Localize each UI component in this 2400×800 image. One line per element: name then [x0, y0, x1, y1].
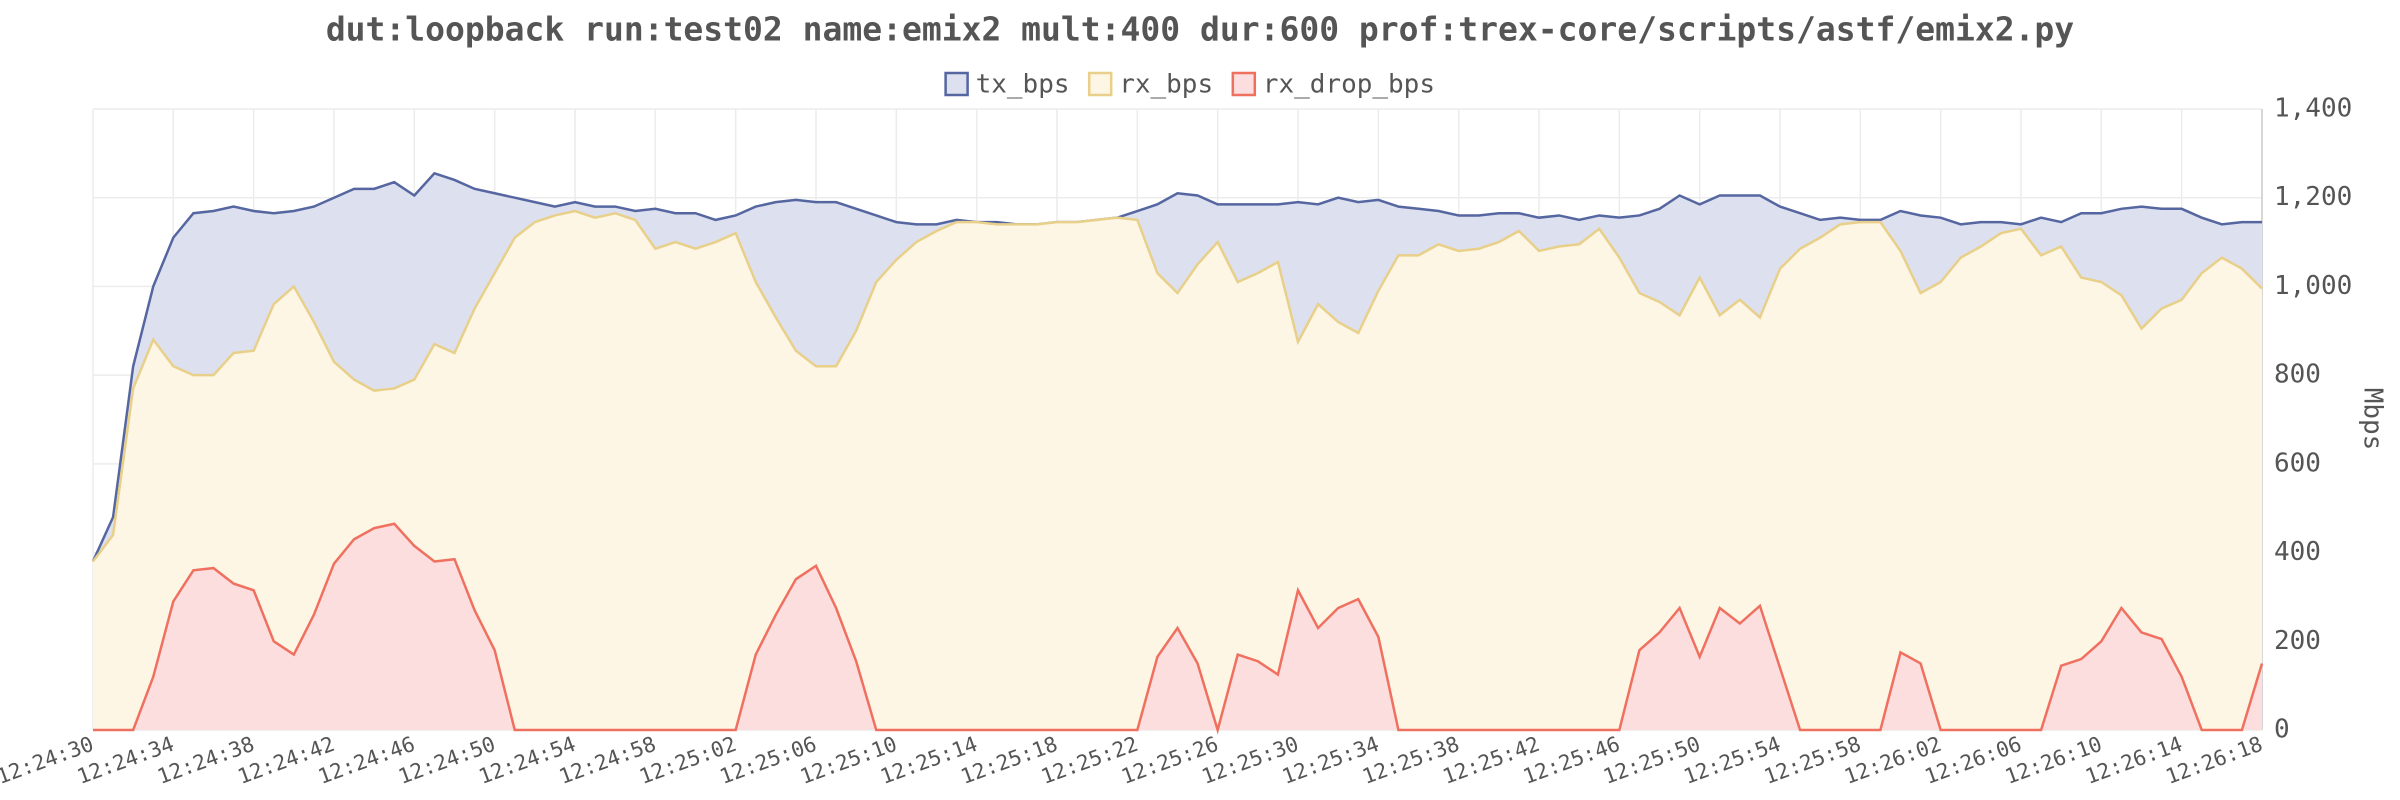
y-axis-label: Mbps: [2358, 388, 2388, 451]
y-tick-label: 800: [2274, 360, 2321, 390]
legend-swatch: [944, 71, 969, 97]
y-tick-label: 200: [2274, 626, 2321, 656]
legend: tx_bps rx_bps rx_drop_bps: [944, 70, 1435, 100]
legend-label: rx_bps: [1119, 70, 1213, 100]
legend-label: tx_bps: [976, 70, 1070, 100]
y-tick-label: 400: [2274, 537, 2321, 567]
y-tick-label: 1,000: [2274, 271, 2352, 301]
y-tick-label: 0: [2274, 715, 2290, 745]
line: [91, 171, 2262, 562]
y-tick-label: 1,200: [2274, 182, 2352, 212]
legend-label: rx_drop_bps: [1263, 70, 1435, 100]
y-tick-label: 600: [2274, 448, 2321, 478]
y-tick-label: 1,400: [2274, 94, 2352, 124]
chart-title: dut:loopback run:test02 name:emix2 mult:…: [326, 10, 2074, 49]
legend-swatch: [1231, 71, 1257, 97]
area: [93, 523, 2262, 730]
line: [93, 522, 2264, 735]
area: [93, 211, 2262, 730]
legend-swatch: [1087, 71, 1113, 97]
line: [92, 209, 2263, 563]
